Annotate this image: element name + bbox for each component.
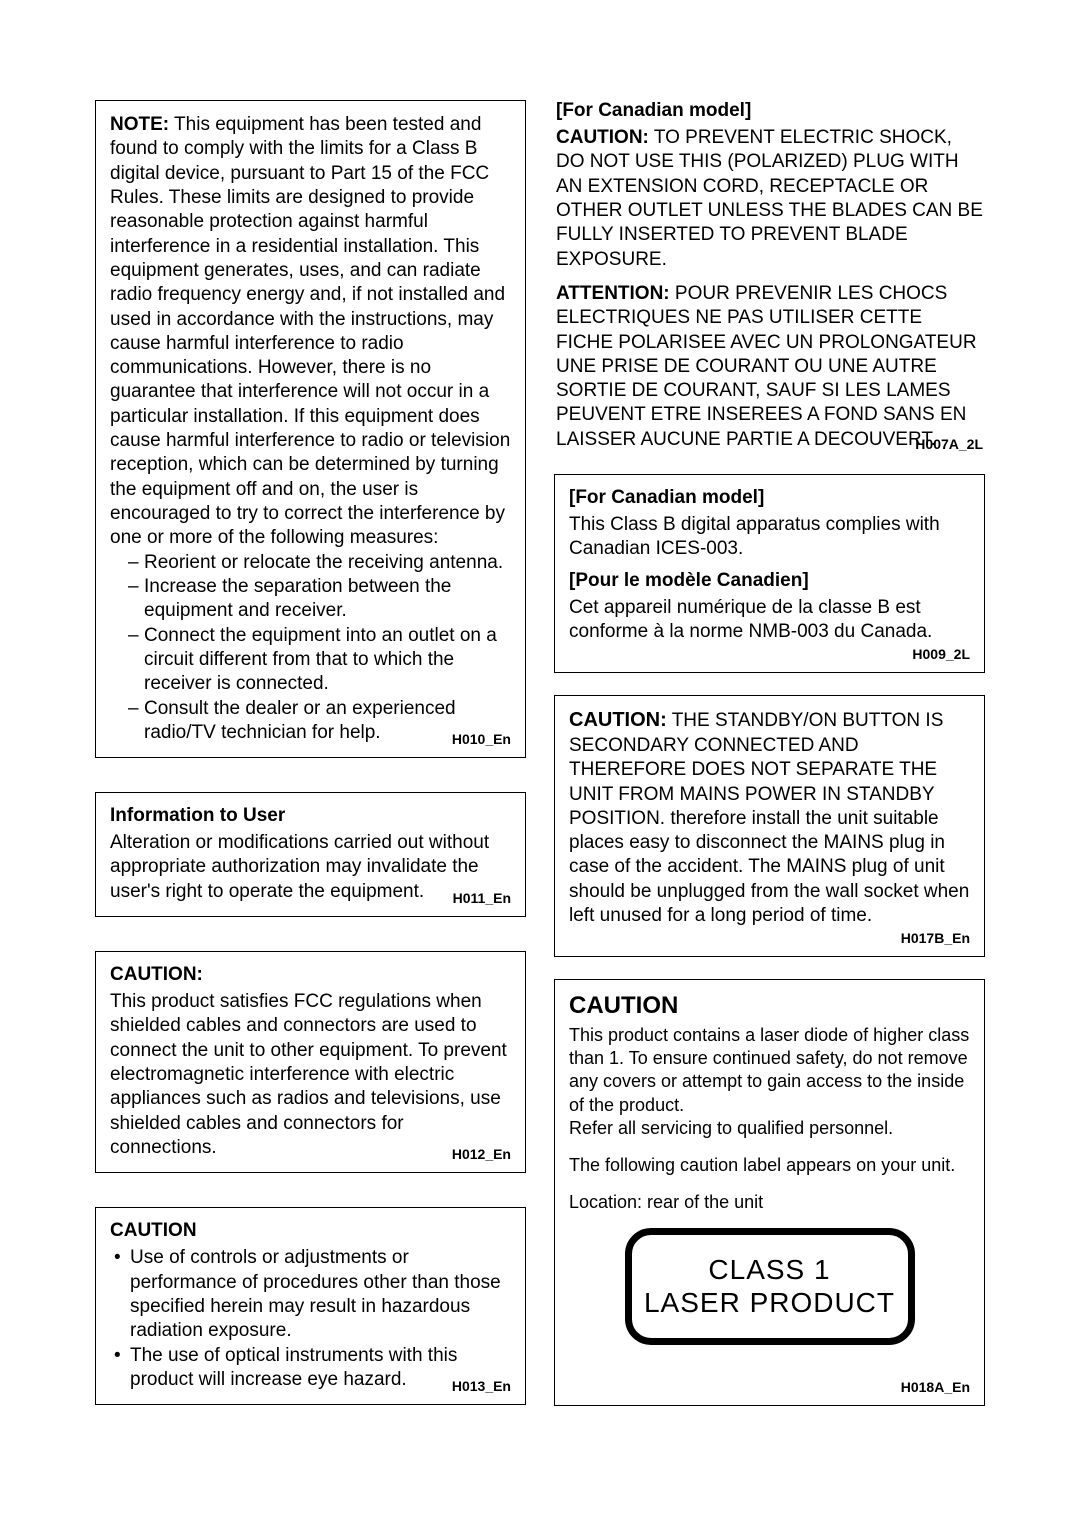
canadian-ices-en-body: This Class B digital apparatus complies …	[569, 513, 970, 562]
right-column: [For Canadian model] CAUTION: TO PREVENT…	[554, 100, 985, 1439]
caution-controls-ref: H013_En	[452, 1378, 511, 1394]
note-body: This equipment has been tested and found…	[110, 114, 510, 548]
laser-heading: CAUTION	[569, 992, 970, 1020]
caution-controls-heading: CAUTION	[110, 1220, 511, 1242]
laser-body1: This product contains a laser diode of h…	[569, 1024, 970, 1116]
laser-label-line2: LASER PRODUCT	[642, 1286, 898, 1320]
canadian-plug-fr-lead: ATTENTION:	[556, 283, 670, 304]
canadian-plug-section: [For Canadian model] CAUTION: TO PREVENT…	[554, 100, 985, 452]
canadian-ices-fr-body: Cet appareil numérique de la classe B es…	[569, 596, 970, 645]
standby-body: THE STANDBY/ON BUTTON IS SECONDARY CONNE…	[569, 710, 969, 926]
laser-ref: H018A_En	[901, 1379, 970, 1395]
caution-fcc-ref: H012_En	[452, 1146, 511, 1162]
laser-label: CLASS 1 LASER PRODUCT	[625, 1228, 915, 1345]
canadian-ices-en-heading: [For Canadian model]	[569, 487, 970, 509]
caution-controls-item: Use of controls or adjustments or perfor…	[114, 1246, 511, 1343]
laser-box: CAUTION This product contains a laser di…	[554, 979, 985, 1405]
note-item: Reorient or relocate the receiving anten…	[128, 551, 511, 575]
info-ref: H011_En	[453, 890, 511, 906]
note-item: Connect the equipment into an outlet on …	[128, 624, 511, 697]
caution-fcc-heading: CAUTION:	[110, 964, 511, 986]
laser-body3: The following caution label appears on y…	[569, 1154, 970, 1177]
note-paragraph: NOTE: This equipment has been tested and…	[110, 113, 511, 551]
standby-paragraph: CAUTION: THE STANDBY/ON BUTTON IS SECOND…	[569, 708, 970, 928]
left-column: NOTE: This equipment has been tested and…	[95, 100, 526, 1439]
standby-ref: H017B_En	[901, 930, 970, 946]
caution-controls-list: Use of controls or adjustments or perfor…	[110, 1246, 511, 1392]
info-body: Alteration or modifications carried out …	[110, 831, 511, 904]
standby-lead: CAUTION:	[569, 709, 667, 731]
note-ref: H010_En	[452, 731, 511, 747]
canadian-plug-en-lead: CAUTION:	[556, 127, 649, 148]
caution-fcc-box: CAUTION: This product satisfies FCC regu…	[95, 951, 526, 1173]
laser-body2: Refer all servicing to qualified personn…	[569, 1117, 970, 1140]
canadian-ices-box: [For Canadian model] This Class B digita…	[554, 474, 985, 673]
canadian-plug-fr: ATTENTION: POUR PREVENIR LES CHOCS ELECT…	[556, 282, 983, 452]
standby-box: CAUTION: THE STANDBY/ON BUTTON IS SECOND…	[554, 695, 985, 957]
canadian-plug-heading: [For Canadian model]	[556, 100, 983, 122]
canadian-ices-fr-heading: [Pour le modèle Canadien]	[569, 570, 970, 592]
laser-body4: Location: rear of the unit	[569, 1191, 970, 1214]
note-measures-list: Reorient or relocate the receiving anten…	[110, 551, 511, 746]
canadian-plug-ref: H007A_2L	[915, 436, 983, 452]
info-heading: Information to User	[110, 805, 511, 827]
caution-controls-box: CAUTION Use of controls or adjustments o…	[95, 1207, 526, 1405]
note-box: NOTE: This equipment has been tested and…	[95, 100, 526, 758]
canadian-plug-fr-body: POUR PREVENIR LES CHOCS ELECTRIQUES NE P…	[556, 283, 977, 450]
canadian-plug-en-body: TO PREVENT ELECTRIC SHOCK, DO NOT USE TH…	[556, 127, 983, 270]
note-lead: NOTE:	[110, 114, 169, 135]
note-item: Increase the separation between the equi…	[128, 575, 511, 624]
canadian-plug-en: CAUTION: TO PREVENT ELECTRIC SHOCK, DO N…	[556, 126, 983, 272]
canadian-ices-ref: H009_2L	[912, 646, 970, 662]
laser-label-line1: CLASS 1	[642, 1253, 898, 1287]
caution-fcc-body: This product satisfies FCC regulations w…	[110, 990, 511, 1160]
info-user-box: Information to User Alteration or modifi…	[95, 792, 526, 917]
